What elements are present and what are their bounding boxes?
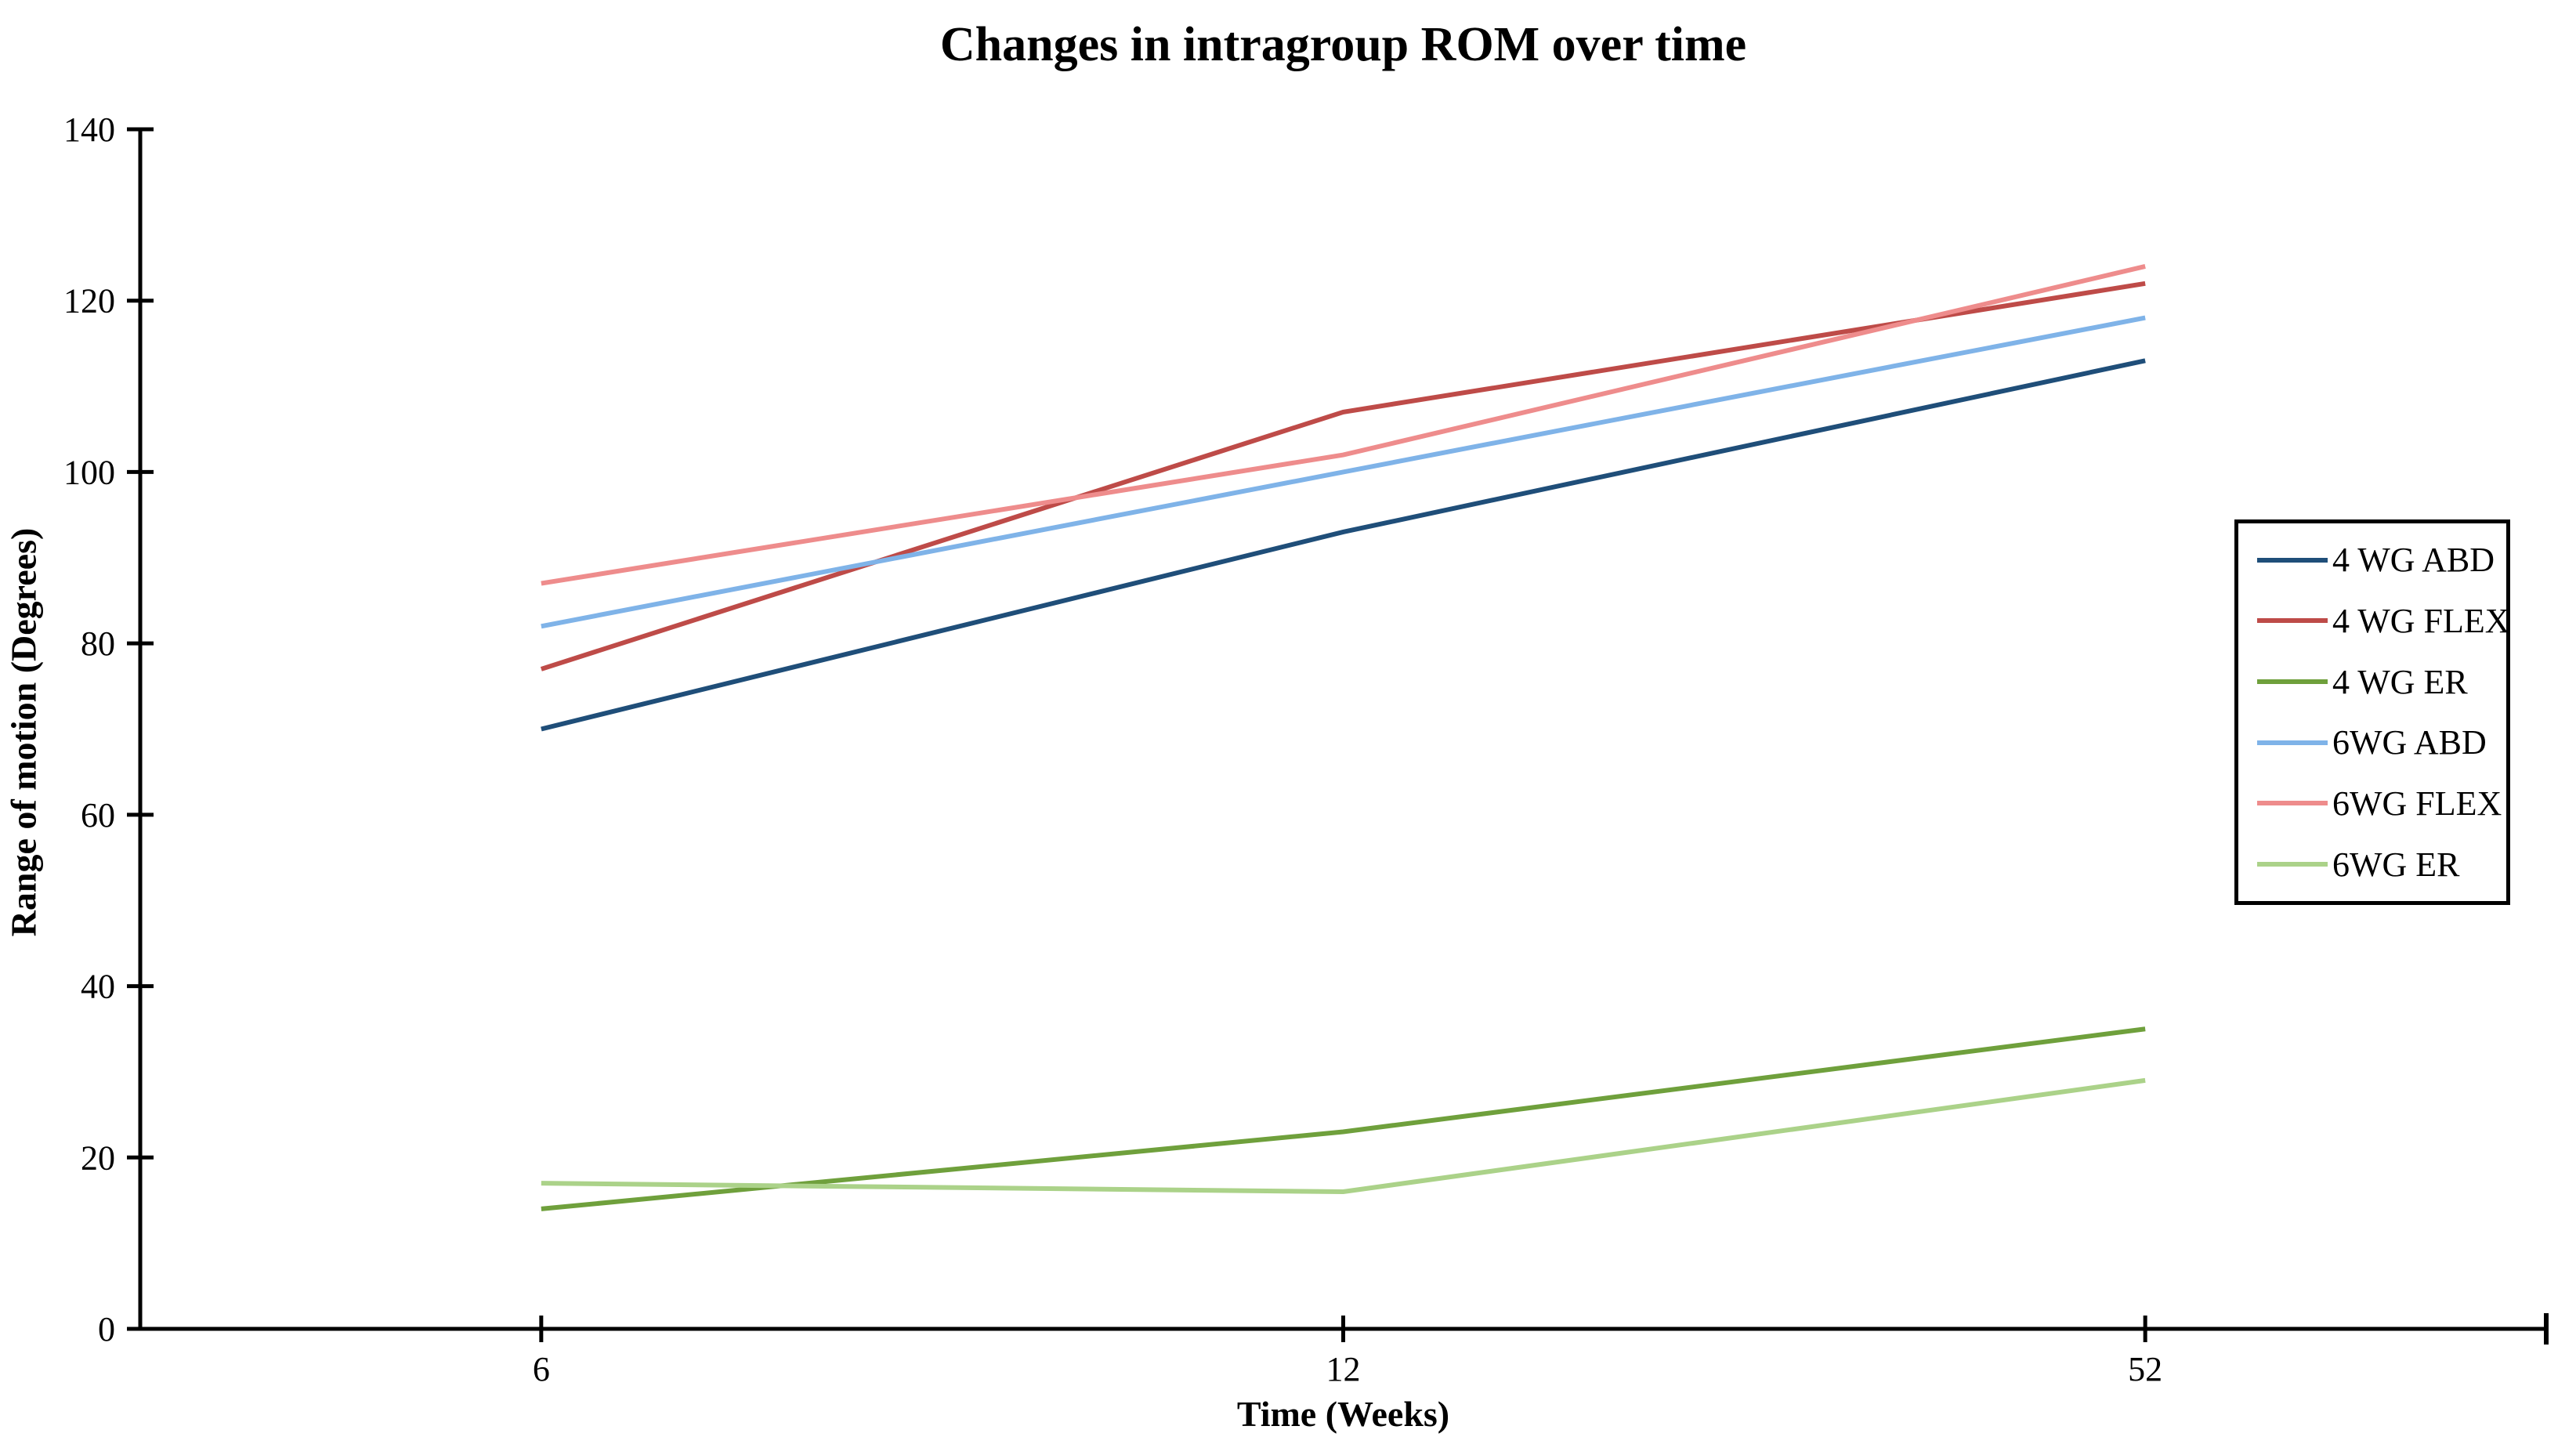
series-line [540, 281, 2146, 671]
legend-label: 6WG FLEX [2332, 784, 2502, 823]
legend-item: 6WG ER [2238, 845, 2506, 885]
series-line [541, 264, 2146, 586]
series-line [541, 1026, 2146, 1211]
y-tick-label: 40 [81, 968, 115, 1006]
y-tick-label: 20 [81, 1138, 115, 1177]
legend-item: 6WG ABD [2238, 722, 2506, 762]
legend-label: 4 WG ABD [2332, 541, 2495, 580]
legend-swatch [2257, 679, 2328, 685]
legend-swatch [2257, 862, 2328, 867]
legend-item: 4 WG ABD [2238, 540, 2506, 580]
y-tick-label: 80 [81, 624, 115, 663]
legend-label: 6WG ABD [2332, 723, 2487, 762]
legend-label: 4 WG FLEX [2332, 601, 2510, 640]
x-tick-label: 12 [1326, 1350, 1361, 1388]
legend-swatch [2257, 557, 2328, 563]
legend-item: 4 WG ER [2238, 662, 2506, 702]
series-line [541, 315, 2146, 629]
legend-item: 4 WG FLEX [2238, 601, 2510, 641]
chart-title: Changes in intragroup ROM over time [939, 18, 1747, 71]
legend-label: 6WG ER [2332, 845, 2460, 884]
legend-swatch [2257, 618, 2328, 624]
x-tick-label: 6 [533, 1350, 550, 1388]
legend-swatch [2257, 801, 2328, 806]
series-line [541, 1077, 2146, 1195]
x-axis-title: Time (Weeks) [1236, 1394, 1450, 1434]
y-tick-label: 100 [63, 453, 115, 491]
y-tick-label: 0 [98, 1310, 115, 1348]
legend-swatch [2257, 740, 2328, 745]
legend-item: 6WG FLEX [2238, 784, 2506, 823]
series-line [541, 358, 2146, 732]
y-tick-label: 120 [63, 282, 115, 320]
y-tick-label: 140 [63, 110, 115, 149]
legend-label: 4 WG ER [2332, 662, 2468, 701]
y-tick-label: 60 [81, 796, 115, 834]
legend: 4 WG ABD 4 WG FLEX 4 WG ER 6WG ABD 6WG FLEX 6… [2234, 519, 2510, 905]
x-tick-label: 52 [2128, 1350, 2162, 1388]
y-axis-title: Range of motion (Degrees) [3, 527, 44, 937]
